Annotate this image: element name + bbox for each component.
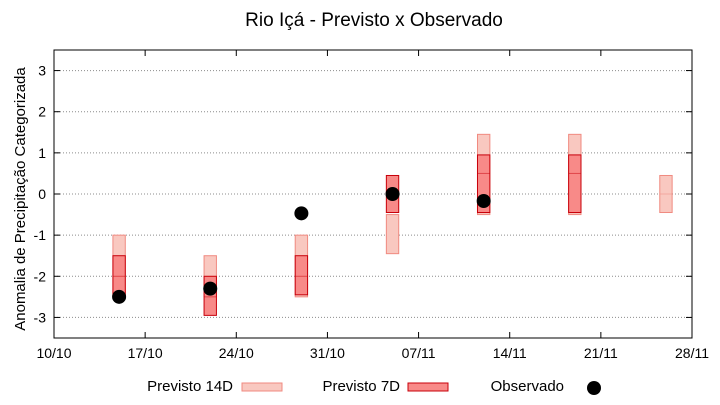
previsto-7d-bar [568, 154, 582, 214]
x-tick-label: 31/10 [310, 345, 345, 361]
y-tick-label: 3 [38, 63, 46, 79]
chart-title: Rio Içá - Previsto x Observado [245, 10, 503, 31]
y-tick-label: 0 [38, 186, 46, 202]
grid-layer [54, 70, 692, 318]
y-tick-label: -1 [34, 227, 47, 243]
observado-point [476, 193, 491, 208]
previsto-7d-bar [294, 255, 309, 296]
y-tick-label: -3 [34, 309, 47, 325]
y-tick-label: -2 [34, 268, 47, 284]
x-tick-label: 17/10 [128, 345, 163, 361]
observado-layer [112, 187, 491, 304]
legend-label-previsto-7d: Previsto 7D [322, 378, 400, 395]
legend-swatch-previsto-14d [241, 382, 283, 392]
x-tick-label: 24/10 [219, 345, 254, 361]
observado-point [294, 206, 309, 221]
x-tick-label: 10/10 [36, 345, 71, 361]
y-axis-label: Anomalia de Precipitação Categorizada [12, 67, 29, 331]
legend-swatch-previsto-7d [407, 382, 449, 392]
legend-marker-observado [587, 381, 601, 395]
observado-point [385, 187, 400, 201]
legend: Previsto 14D Previsto 7D Observado [147, 378, 601, 395]
y-tick-label: 2 [38, 104, 46, 120]
axis-layer: 3 2 1 0 -1 -2 -3 10/10 17/10 24/10 31/10 07/11 14/11… [34, 50, 709, 361]
legend-label-observado: Observado [491, 378, 564, 395]
observado-point [112, 289, 127, 304]
legend-label-previsto-14d: Previsto 14D [147, 378, 233, 395]
x-tick-label: 07/11 [402, 345, 436, 361]
x-tick-label: 28/11 [675, 345, 709, 361]
observado-point [203, 281, 218, 296]
x-tick-label: 21/11 [584, 345, 618, 361]
previsto-14d-bar [385, 214, 400, 255]
x-tick-label: 14/11 [493, 345, 527, 361]
y-tick-label: 1 [38, 145, 46, 161]
previsto-14d-layer [112, 133, 673, 298]
